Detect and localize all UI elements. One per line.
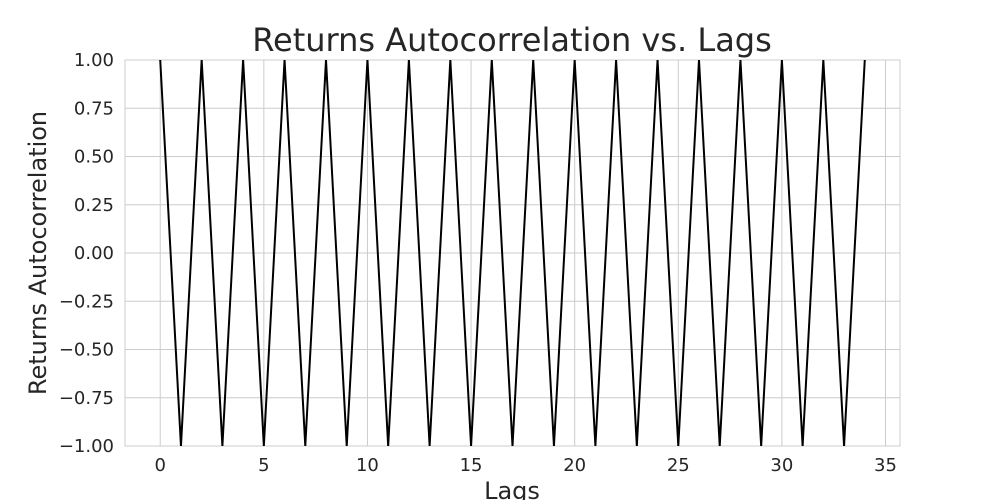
y-tick-label: 0.50 <box>74 147 114 168</box>
chart-title: Returns Autocorrelation vs. Lags <box>252 21 772 59</box>
y-tick-label: −1.00 <box>59 436 114 457</box>
x-tick-label: 0 <box>155 455 166 476</box>
y-tick-label: 0.75 <box>74 98 114 119</box>
y-tick-label: 0.25 <box>74 195 114 216</box>
y-tick-label: −0.50 <box>59 340 114 361</box>
x-axis-title: Lags <box>484 477 540 500</box>
y-tick-label: −0.75 <box>59 388 114 409</box>
x-tick-label: 5 <box>258 455 269 476</box>
y-tick-label: 0.00 <box>74 243 114 264</box>
y-tick-labels: 1.00 0.75 0.50 0.25 0.00 −0.25 −0.50 −0.75 −1.00 <box>59 50 114 457</box>
x-tick-labels: 0 5 10 15 20 25 30 35 <box>155 455 897 476</box>
x-tick-label: 30 <box>770 455 793 476</box>
y-axis-title: Returns Autocorrelation <box>24 111 52 395</box>
x-tick-label: 20 <box>563 455 586 476</box>
x-tick-label: 15 <box>460 455 483 476</box>
x-tick-label: 25 <box>667 455 690 476</box>
x-tick-label: 10 <box>356 455 379 476</box>
x-tick-label: 35 <box>874 455 897 476</box>
y-tick-label: 1.00 <box>74 50 114 71</box>
y-tick-label: −0.25 <box>59 291 114 312</box>
y-gridlines <box>125 59 900 447</box>
series-group <box>159 59 866 447</box>
